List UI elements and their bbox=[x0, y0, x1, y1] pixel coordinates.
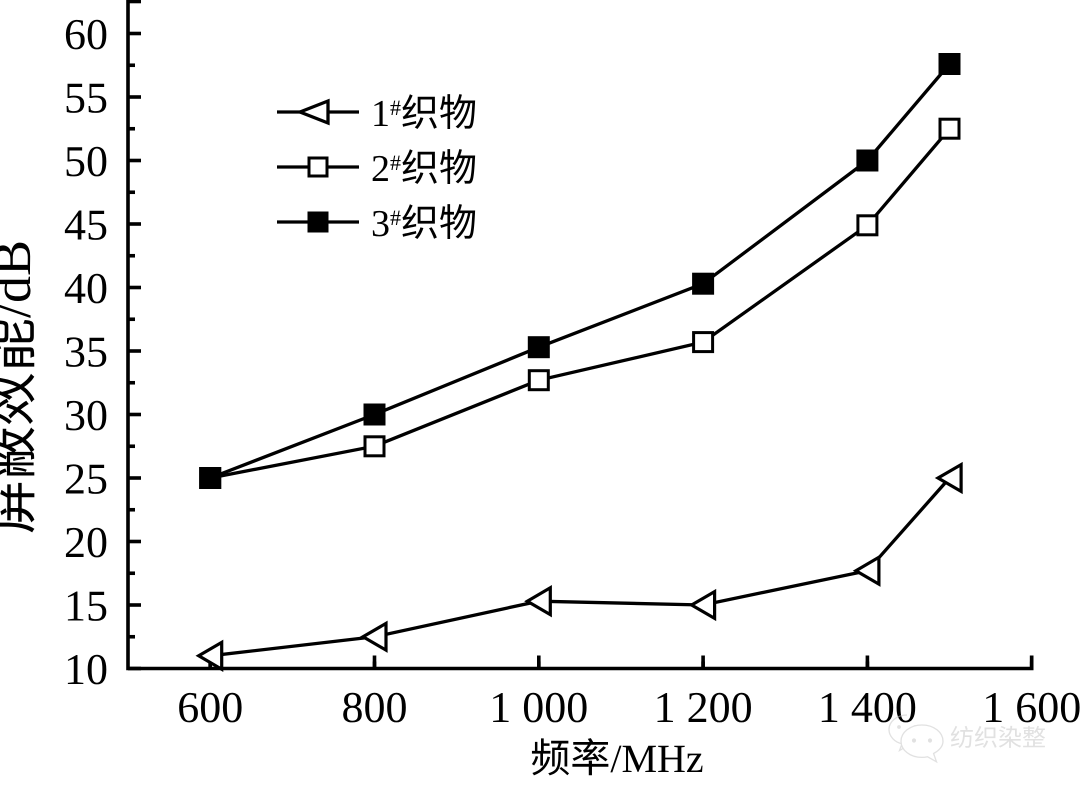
svg-text:600: 600 bbox=[177, 683, 243, 732]
svg-text:25: 25 bbox=[64, 455, 108, 504]
svg-text:2#织物: 2#织物 bbox=[371, 148, 477, 190]
svg-text:1 600: 1 600 bbox=[982, 683, 1080, 732]
svg-text:55: 55 bbox=[64, 74, 108, 123]
svg-text:1 000: 1 000 bbox=[489, 683, 588, 732]
svg-text:1#织物: 1#织物 bbox=[371, 93, 477, 135]
svg-text:60: 60 bbox=[64, 10, 108, 59]
svg-text:45: 45 bbox=[64, 201, 108, 250]
svg-text:50: 50 bbox=[64, 137, 108, 186]
svg-text:纺织染整: 纺织染整 bbox=[950, 725, 1046, 752]
svg-text:40: 40 bbox=[64, 264, 108, 313]
svg-text:3#织物: 3#织物 bbox=[371, 203, 477, 245]
svg-text:15: 15 bbox=[64, 582, 108, 631]
svg-text:20: 20 bbox=[64, 518, 108, 567]
svg-text:1 400: 1 400 bbox=[818, 683, 917, 732]
svg-text:10: 10 bbox=[64, 645, 108, 694]
svg-text:1 200: 1 200 bbox=[654, 683, 753, 732]
svg-text:频率/MHz: 频率/MHz bbox=[530, 736, 703, 781]
svg-text:35: 35 bbox=[64, 328, 108, 377]
svg-text:屏蔽效能/dB: 屏蔽效能/dB bbox=[0, 240, 42, 534]
svg-text:800: 800 bbox=[342, 683, 408, 732]
svg-text:30: 30 bbox=[64, 391, 108, 440]
